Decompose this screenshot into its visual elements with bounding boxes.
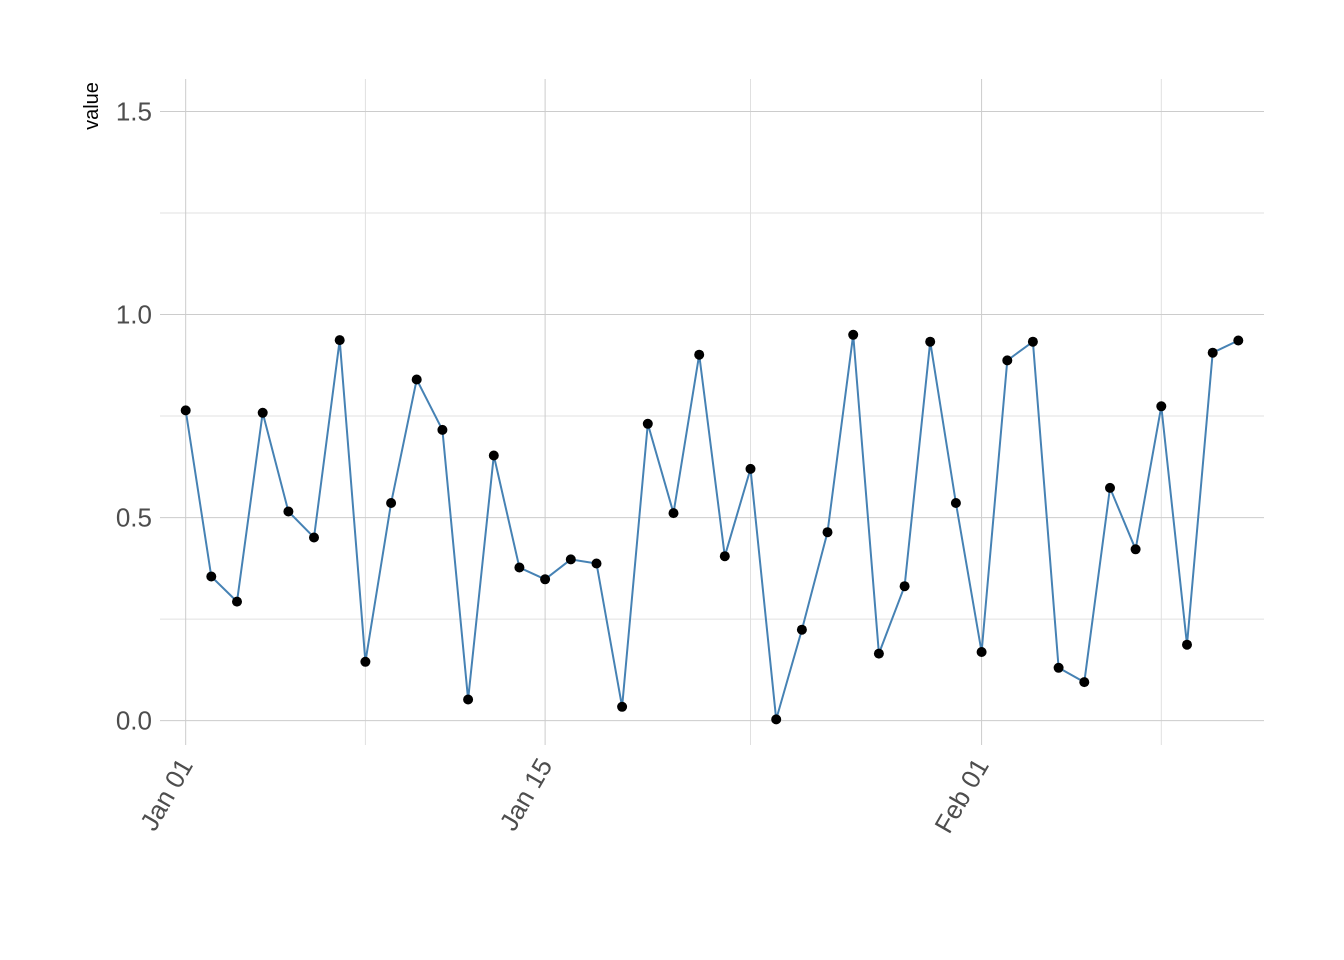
- y-tick-label: 0.5: [116, 503, 152, 533]
- data-point: [514, 562, 525, 573]
- data-point: [848, 329, 859, 340]
- data-point: [386, 498, 397, 508]
- data-point: [1079, 677, 1090, 688]
- data-point: [668, 508, 679, 519]
- data-point: [822, 527, 833, 538]
- data-point: [1182, 639, 1192, 650]
- data-point: [488, 450, 499, 461]
- data-point: [540, 574, 551, 585]
- x-tick-label: Feb 01: [928, 753, 994, 838]
- data-point: [1130, 544, 1141, 555]
- x-tick-label: Jan 01: [134, 753, 199, 836]
- data-point: [899, 581, 910, 592]
- data-point: [206, 571, 217, 582]
- data-point: [437, 424, 448, 435]
- data-point: [309, 532, 319, 543]
- data-point: [180, 405, 191, 416]
- data-point: [463, 694, 474, 705]
- data-point: [1053, 662, 1064, 673]
- data-point: [1027, 336, 1038, 347]
- data-point: [873, 648, 884, 659]
- y-tick-label: 1.0: [116, 300, 152, 330]
- data-point: [950, 498, 961, 508]
- data-point: [1207, 347, 1218, 358]
- data-point: [257, 407, 268, 418]
- data-point: [642, 418, 653, 429]
- data-point: [334, 335, 345, 346]
- y-tick-label: 0.0: [116, 706, 152, 736]
- data-point: [360, 656, 371, 667]
- data-point: [1105, 482, 1115, 493]
- data-point: [283, 506, 294, 517]
- data-point: [771, 714, 782, 725]
- data-point: [925, 336, 936, 347]
- data-point: [719, 551, 730, 562]
- data-point: [1156, 401, 1167, 412]
- series-line: [184, 334, 1239, 720]
- data-point: [617, 701, 628, 712]
- y-axis-title: value: [81, 82, 103, 130]
- data-point: [694, 349, 705, 360]
- data-point: [745, 463, 756, 474]
- x-tick-label: Jan 15: [493, 753, 558, 836]
- x-axis-ticks: Jan 01 Jan 15 Feb 01: [134, 753, 995, 838]
- data-point: [232, 596, 242, 607]
- data-point: [1002, 355, 1013, 366]
- data-point: [565, 554, 576, 565]
- data-point: [976, 647, 987, 657]
- y-tick-label: 1.5: [116, 96, 152, 126]
- data-point: [1233, 335, 1244, 346]
- data-point: [591, 558, 602, 569]
- data-point: [411, 374, 422, 385]
- data-point: [796, 624, 807, 635]
- y-axis-ticks: 0.0 0.5 1.0 1.5: [116, 96, 152, 735]
- grid: [160, 79, 1264, 745]
- series: [180, 329, 1244, 725]
